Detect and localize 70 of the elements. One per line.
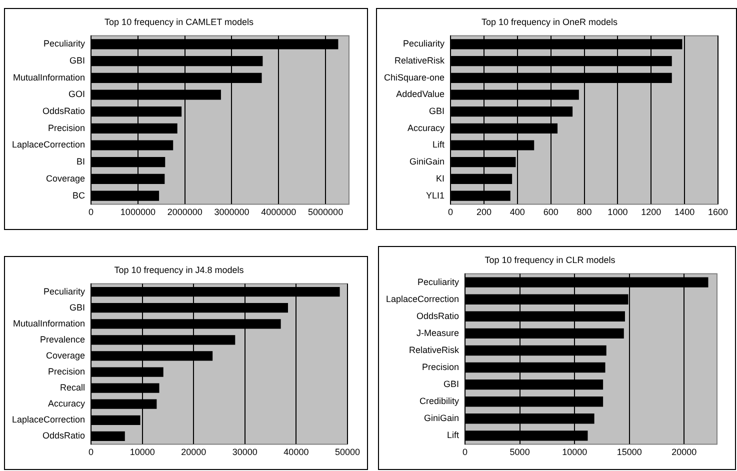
x-tick-label: 0 [448, 207, 454, 218]
y-tick-label: Peculiarity [44, 38, 86, 49]
x-tick-label: 5000 [510, 447, 530, 458]
y-tick-label: ChiSquare-one [384, 72, 445, 82]
y-tick-label: MutualInformation [12, 72, 86, 82]
y-tick-label: Recall [60, 382, 86, 393]
y-tick-label: GBI [429, 106, 445, 116]
y-tick-label: RelativeRisk [409, 344, 460, 355]
y-tick-label: GiniGain [424, 413, 460, 424]
y-tick-label: Precision [422, 362, 460, 372]
y-tick-label: J-Measure [416, 328, 460, 338]
y-tick-label: GBI [70, 56, 86, 66]
x-tick-label: 0 [462, 447, 468, 458]
y-tick-label: Accuracy [48, 398, 86, 409]
y-tick-label: AddedValue [396, 89, 445, 100]
y-tick-label: Peculiarity [418, 276, 460, 287]
x-tick-label: 3000000 [214, 207, 250, 218]
y-tick-label: Lift [447, 430, 460, 440]
x-tick-label: 30000 [232, 447, 258, 458]
x-tick-label: 5000000 [308, 207, 344, 218]
x-tick-label: 0 [88, 447, 94, 458]
y-tick-label: BC [72, 190, 86, 200]
y-tick-label: GOI [68, 89, 86, 100]
y-tick-label: Credibility [420, 396, 460, 406]
x-tick-label: 1000000 [120, 207, 156, 218]
y-tick-label: GiniGain [410, 156, 445, 167]
x-tick-label: 1600 [708, 207, 728, 218]
y-tick-label: Coverage [46, 173, 86, 184]
x-tick-label: 600 [543, 207, 558, 218]
x-tick-label: 800 [576, 207, 592, 218]
y-tick-label: Peculiarity [44, 286, 86, 296]
y-tick-label: RelativeRisk [394, 56, 446, 66]
x-tick-label: 1400 [674, 207, 695, 218]
y-tick-label: Precision [48, 366, 86, 377]
y-tick-label: Precision [48, 122, 86, 133]
y-tick-label: GBI [444, 379, 460, 390]
y-tick-label: YLI1 [426, 190, 445, 200]
y-tick-label: OddsRatio [416, 310, 460, 321]
y-tick-label: Coverage [46, 350, 86, 360]
y-tick-label: KI [436, 173, 445, 184]
y-tick-label: MutualInformation [12, 318, 86, 328]
chart-title: Top 10 frequency in OneR models [481, 16, 618, 27]
y-tick-label: Accuracy [408, 122, 446, 133]
x-tick-label: 10000 [562, 447, 588, 458]
y-tick-label: Peculiarity [403, 38, 446, 49]
y-tick-label: LaplaceCorrection [12, 414, 86, 425]
y-tick-label: BI [76, 156, 86, 167]
x-tick-label: 1200 [641, 207, 662, 218]
x-tick-label: 20000 [672, 447, 697, 458]
x-tick-label: 10000 [130, 447, 155, 458]
y-tick-label: Lift [432, 140, 446, 150]
y-tick-label: GBI [70, 302, 86, 312]
x-tick-label: 50000 [334, 447, 360, 458]
x-tick-label: 2000000 [167, 207, 202, 218]
x-tick-label: 400 [510, 207, 525, 218]
x-tick-label: 15000 [616, 447, 642, 458]
y-tick-label: LaplaceCorrection [12, 140, 86, 150]
y-tick-label: OddsRatio [42, 430, 86, 441]
x-tick-label: 200 [476, 207, 492, 218]
x-tick-label: 20000 [181, 447, 206, 458]
y-tick-label: OddsRatio [42, 106, 86, 116]
y-tick-label: LaplaceCorrection [386, 294, 460, 304]
chart-title: Top 10 frequency in CAMLET models [104, 16, 254, 27]
x-tick-label: 1000 [608, 207, 628, 218]
x-tick-label: 4000000 [261, 207, 296, 218]
x-tick-label: 40000 [284, 447, 309, 458]
x-tick-label: 0 [88, 207, 94, 218]
y-tick-label: Prevalence [40, 334, 86, 344]
chart-title: Top 10 frequency in CLR models [484, 254, 616, 265]
chart-title: Top 10 frequency in J4.8 models [114, 264, 244, 275]
